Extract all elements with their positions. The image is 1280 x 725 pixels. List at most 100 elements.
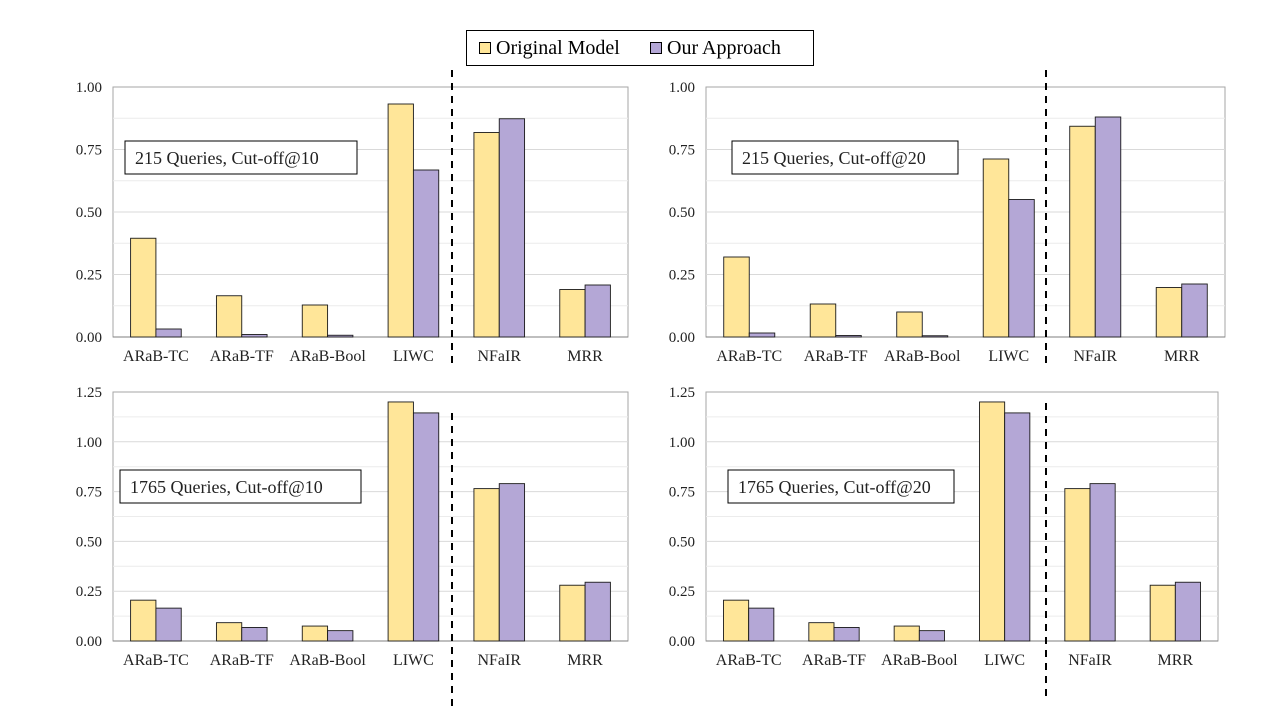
x-tick-label: ARaB-Bool (289, 652, 366, 669)
y-tick-label: 0.75 (76, 143, 102, 159)
x-tick-label: MRR (1164, 348, 1200, 365)
bar-original-arab-tf (215, 295, 243, 338)
x-tick-label: NFaIR (477, 652, 521, 669)
y-tick-label: 1.00 (669, 435, 695, 451)
x-tick-label: MRR (567, 348, 603, 365)
legend-swatch-original (479, 42, 491, 54)
x-tick-label: ARaB-Bool (289, 348, 366, 365)
annotation-box (731, 140, 959, 175)
bar-original-liwc (387, 103, 414, 338)
annotation-box (124, 140, 358, 175)
x-tick-label: ARaB-TC (123, 652, 189, 669)
y-tick-label: 0.00 (76, 634, 102, 650)
bar-ours-arab-bool (921, 335, 949, 338)
y-tick-label: 0.50 (669, 205, 695, 221)
x-tick-label: NFaIR (477, 348, 521, 365)
bar-original-nfair (473, 132, 500, 338)
bar-ours-mrr (1181, 283, 1208, 338)
legend-label-original: Original Model (496, 36, 620, 59)
bar-original-mrr (559, 289, 586, 338)
y-tick-label: 0.50 (76, 534, 102, 550)
bar-ours-liwc (1008, 199, 1035, 338)
x-tick-label: LIWC (393, 348, 434, 365)
y-tick-label: 1.00 (76, 80, 102, 96)
bar-original-arab-bool (301, 625, 329, 642)
legend-item-ours: Our Approach (650, 31, 781, 65)
panel-annotation: 1765 Queries, Cut-off@20 (738, 477, 931, 497)
x-tick-label: MRR (1158, 652, 1194, 669)
bar-original-mrr (559, 584, 586, 642)
x-tick-label: ARaB-TF (802, 652, 866, 669)
annotation-box (727, 469, 955, 504)
bar-ours-arab-tc (155, 328, 182, 338)
y-tick-label: 0.75 (669, 485, 695, 501)
bar-original-mrr (1149, 584, 1176, 642)
bar-original-liwc (979, 401, 1006, 642)
legend-swatch-ours (650, 42, 662, 54)
bar-original-arab-tc (723, 256, 750, 338)
bar-ours-arab-tf (835, 335, 862, 338)
y-tick-label: 0.75 (669, 143, 695, 159)
y-tick-label: 0.00 (669, 634, 695, 650)
bar-ours-arab-tf (241, 627, 268, 642)
y-tick-label: 1.25 (669, 385, 695, 401)
x-tick-label: LIWC (393, 652, 434, 669)
panel-annotation: 215 Queries, Cut-off@10 (135, 148, 319, 168)
y-tick-label: 0.25 (76, 268, 102, 284)
bar-original-liwc (387, 401, 414, 642)
x-tick-label: NFaIR (1068, 652, 1112, 669)
x-tick-label: LIWC (988, 348, 1029, 365)
bar-original-arab-bool (893, 625, 920, 642)
y-tick-label: 0.00 (76, 330, 102, 346)
bar-original-nfair (1069, 125, 1096, 338)
legend: Original Model Our Approach (466, 30, 814, 66)
bar-ours-mrr (584, 284, 611, 338)
bar-ours-nfair (1094, 116, 1122, 338)
bar-original-arab-tf (215, 622, 243, 642)
x-tick-label: ARaB-TC (716, 348, 782, 365)
y-tick-label: 0.25 (669, 268, 695, 284)
bar-original-nfair (1064, 488, 1091, 642)
bar-original-arab-tc (130, 599, 157, 642)
bar-ours-arab-bool (327, 630, 354, 642)
bar-original-arab-tf (808, 622, 835, 642)
bar-ours-liwc (412, 412, 440, 642)
bar-original-nfair (473, 488, 500, 642)
y-tick-label: 0.75 (76, 485, 102, 501)
y-tick-label: 1.25 (76, 385, 102, 401)
x-tick-label: ARaB-TC (123, 348, 189, 365)
y-tick-label: 0.25 (76, 584, 102, 600)
bar-original-arab-tc (723, 599, 750, 642)
bar-ours-nfair (498, 483, 526, 642)
x-tick-label: ARaB-TF (210, 348, 274, 365)
y-tick-label: 1.00 (669, 80, 695, 96)
annotation-box (119, 469, 362, 504)
x-tick-label: ARaB-Bool (881, 652, 958, 669)
bar-original-arab-tc (130, 237, 157, 338)
bar-ours-liwc (1004, 412, 1031, 642)
x-tick-label: ARaB-TC (716, 652, 782, 669)
bar-original-arab-tf (809, 303, 837, 338)
bar-original-mrr (1155, 287, 1183, 338)
bar-original-liwc (982, 158, 1010, 338)
bar-ours-arab-bool (918, 630, 945, 642)
bar-ours-arab-tc (748, 607, 775, 642)
x-tick-label: ARaB-TF (804, 348, 868, 365)
bar-ours-mrr (584, 581, 611, 642)
bar-original-arab-bool (896, 311, 923, 338)
legend-label-ours: Our Approach (667, 36, 781, 59)
bar-ours-liwc (412, 169, 440, 338)
y-tick-label: 1.00 (76, 435, 102, 451)
x-tick-label: ARaB-Bool (884, 348, 961, 365)
bar-ours-mrr (1174, 581, 1201, 642)
x-tick-label: LIWC (984, 652, 1025, 669)
y-tick-label: 0.25 (669, 584, 695, 600)
bar-original-arab-bool (301, 304, 329, 338)
bar-ours-arab-tc (155, 607, 182, 642)
legend-item-original: Original Model (479, 31, 620, 65)
bar-ours-arab-tc (748, 332, 776, 338)
y-tick-label: 0.50 (76, 205, 102, 221)
bar-ours-arab-tf (833, 627, 860, 642)
